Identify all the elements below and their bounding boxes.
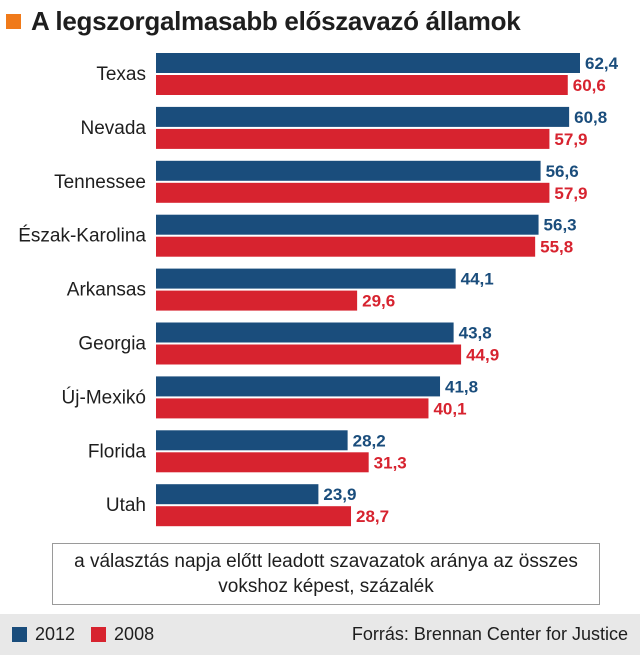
category-label: Nevada (81, 118, 147, 139)
bar-2012 (156, 430, 348, 451)
data-label-2008: 55,8 (540, 238, 573, 257)
data-label-2012: 28,2 (353, 431, 386, 450)
data-label-2012: 56,6 (546, 162, 579, 181)
data-label-2012: 41,8 (445, 377, 478, 396)
data-label-2008: 60,6 (573, 76, 606, 95)
data-label-2012: 56,3 (544, 216, 577, 235)
data-label-2008: 44,9 (466, 346, 499, 365)
legend-swatch-2008 (91, 627, 107, 642)
bar-2012 (156, 268, 456, 289)
data-label-2012: 62,4 (585, 54, 619, 73)
category-label: Új-Mexikó (62, 386, 146, 408)
chart-title-row: A legszorgalmasabb előszavazó államok (6, 2, 521, 40)
legend-swatch-2012 (12, 627, 27, 642)
data-label-2012: 43,8 (459, 324, 492, 343)
bar-2008 (156, 344, 462, 365)
bar-2012 (156, 106, 570, 127)
data-label-2012: 23,9 (323, 485, 356, 504)
category-label: Georgia (78, 334, 146, 355)
bar-2008 (156, 452, 369, 473)
bar-2012 (156, 160, 541, 181)
data-label-2008: 57,9 (554, 184, 587, 203)
category-label: Arkansas (67, 280, 146, 301)
bar-2008 (156, 236, 536, 257)
category-label: Tennessee (54, 172, 146, 193)
bar-2008 (156, 506, 352, 527)
bar-2012 (156, 322, 454, 343)
category-label: Florida (88, 441, 147, 462)
data-label-2008: 31,3 (374, 453, 407, 472)
title-accent-square (6, 13, 21, 29)
data-label-2008: 57,9 (554, 130, 587, 149)
source-text: Forrás: Brennan Center for Justice (351, 624, 628, 644)
bar-2012 (156, 53, 580, 73)
category-label: Texas (96, 64, 146, 85)
bar-2008 (156, 290, 358, 311)
chart-title: A legszorgalmasabb előszavazó államok (31, 5, 521, 36)
bar-2012 (156, 484, 319, 505)
bar-2008 (156, 398, 429, 419)
legend-label-2008: 2008 (114, 624, 155, 644)
category-label: Utah (106, 495, 146, 516)
bar-2008 (156, 75, 568, 95)
data-label-2012: 44,1 (461, 270, 494, 289)
bar-2012 (156, 214, 539, 235)
legend-item-2008: 2008 (91, 624, 154, 645)
chart-note-text: a választás napja előtt leadott szavazat… (74, 551, 578, 597)
data-label-2012: 60,8 (574, 108, 607, 127)
chart-note: a választás napja előtt leadott szavazat… (52, 543, 600, 605)
data-label-2008: 28,7 (356, 507, 389, 526)
legend-item-2012: 2012 (12, 624, 75, 645)
data-label-2008: 29,6 (362, 292, 395, 311)
bar-2008 (156, 128, 550, 149)
legend-label-2012: 2012 (35, 624, 76, 644)
bar-2008 (156, 182, 550, 203)
bar-chart: Texas 62,4 60,6 Nevada 60,8 57,9 Tennessee 56,6… (18, 53, 619, 527)
chart-footer: 2012 2008 Forrás: Brennan Center for Jus… (0, 614, 640, 655)
data-label-2008: 40,1 (433, 399, 466, 418)
bar-2012 (156, 376, 441, 397)
category-label: Észak-Karolina (18, 226, 146, 247)
